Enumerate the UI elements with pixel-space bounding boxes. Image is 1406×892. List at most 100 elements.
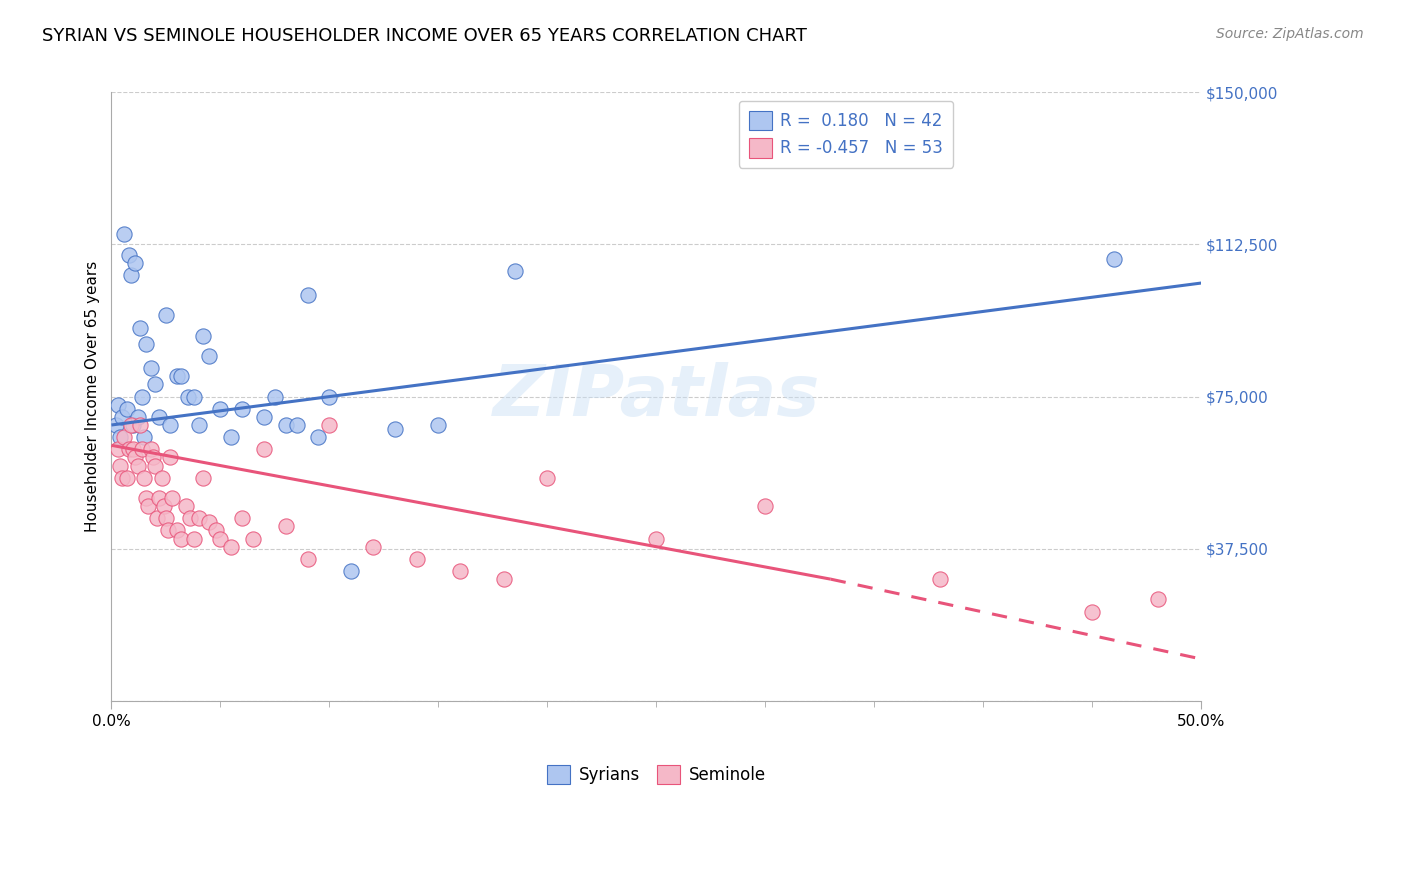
- Point: [135, 491, 157, 505]
- Point: [148, 491, 170, 505]
- Point: [754, 499, 776, 513]
- Point: [183, 390, 205, 404]
- Point: [297, 288, 319, 302]
- Point: [138, 499, 160, 513]
- Y-axis label: Householder Income Over 65 years: Householder Income Over 65 years: [86, 261, 100, 533]
- Point: [152, 499, 174, 513]
- Point: [536, 471, 558, 485]
- Point: [127, 409, 149, 424]
- Point: [139, 442, 162, 457]
- Point: [142, 450, 165, 465]
- Point: [162, 491, 184, 505]
- Point: [128, 320, 150, 334]
- Point: [645, 532, 668, 546]
- Point: [143, 458, 166, 473]
- Point: [111, 471, 134, 485]
- Point: [155, 309, 177, 323]
- Point: [242, 532, 264, 546]
- Point: [118, 247, 141, 261]
- Point: [131, 390, 153, 404]
- Point: [503, 264, 526, 278]
- Point: [170, 369, 193, 384]
- Point: [361, 540, 384, 554]
- Point: [132, 430, 155, 444]
- Text: Source: ZipAtlas.com: Source: ZipAtlas.com: [1216, 27, 1364, 41]
- Point: [120, 417, 142, 432]
- Point: [118, 442, 141, 457]
- Point: [104, 417, 127, 432]
- Point: [427, 417, 450, 432]
- Point: [274, 519, 297, 533]
- Point: [170, 532, 193, 546]
- Point: [115, 471, 138, 485]
- Point: [139, 361, 162, 376]
- Text: SYRIAN VS SEMINOLE HOUSEHOLDER INCOME OVER 65 YEARS CORRELATION CHART: SYRIAN VS SEMINOLE HOUSEHOLDER INCOME OV…: [42, 27, 807, 45]
- Point: [231, 401, 253, 416]
- Point: [177, 390, 200, 404]
- Point: [253, 442, 276, 457]
- Point: [150, 471, 173, 485]
- Point: [274, 417, 297, 432]
- Point: [198, 516, 221, 530]
- Point: [221, 540, 243, 554]
- Point: [131, 442, 153, 457]
- Point: [1102, 252, 1125, 266]
- Point: [928, 572, 950, 586]
- Point: [209, 532, 232, 546]
- Text: ZIPatlas: ZIPatlas: [492, 362, 820, 431]
- Point: [122, 417, 145, 432]
- Point: [127, 458, 149, 473]
- Point: [122, 442, 145, 457]
- Point: [492, 572, 515, 586]
- Point: [191, 328, 214, 343]
- Point: [107, 398, 129, 412]
- Legend: Syrians, Seminole: Syrians, Seminole: [540, 758, 772, 790]
- Point: [107, 442, 129, 457]
- Point: [115, 401, 138, 416]
- Point: [308, 430, 330, 444]
- Point: [1081, 605, 1104, 619]
- Point: [179, 511, 201, 525]
- Point: [187, 417, 209, 432]
- Point: [108, 458, 131, 473]
- Point: [384, 422, 406, 436]
- Point: [108, 430, 131, 444]
- Point: [174, 499, 197, 513]
- Point: [120, 268, 142, 282]
- Point: [135, 337, 157, 351]
- Point: [405, 552, 427, 566]
- Point: [264, 390, 287, 404]
- Point: [155, 511, 177, 525]
- Point: [114, 430, 136, 444]
- Point: [157, 524, 180, 538]
- Point: [128, 417, 150, 432]
- Point: [159, 450, 181, 465]
- Point: [146, 511, 169, 525]
- Point: [253, 409, 276, 424]
- Point: [318, 417, 340, 432]
- Point: [1146, 592, 1168, 607]
- Point: [205, 524, 228, 538]
- Point: [124, 450, 146, 465]
- Point: [143, 377, 166, 392]
- Point: [285, 417, 308, 432]
- Point: [159, 417, 181, 432]
- Point: [183, 532, 205, 546]
- Point: [132, 471, 155, 485]
- Point: [449, 564, 471, 578]
- Point: [231, 511, 253, 525]
- Point: [187, 511, 209, 525]
- Point: [318, 390, 340, 404]
- Point: [221, 430, 243, 444]
- Point: [111, 409, 134, 424]
- Point: [191, 471, 214, 485]
- Point: [124, 256, 146, 270]
- Point: [148, 409, 170, 424]
- Point: [114, 227, 136, 242]
- Point: [340, 564, 363, 578]
- Point: [198, 349, 221, 363]
- Point: [166, 369, 188, 384]
- Point: [166, 524, 188, 538]
- Point: [297, 552, 319, 566]
- Point: [209, 401, 232, 416]
